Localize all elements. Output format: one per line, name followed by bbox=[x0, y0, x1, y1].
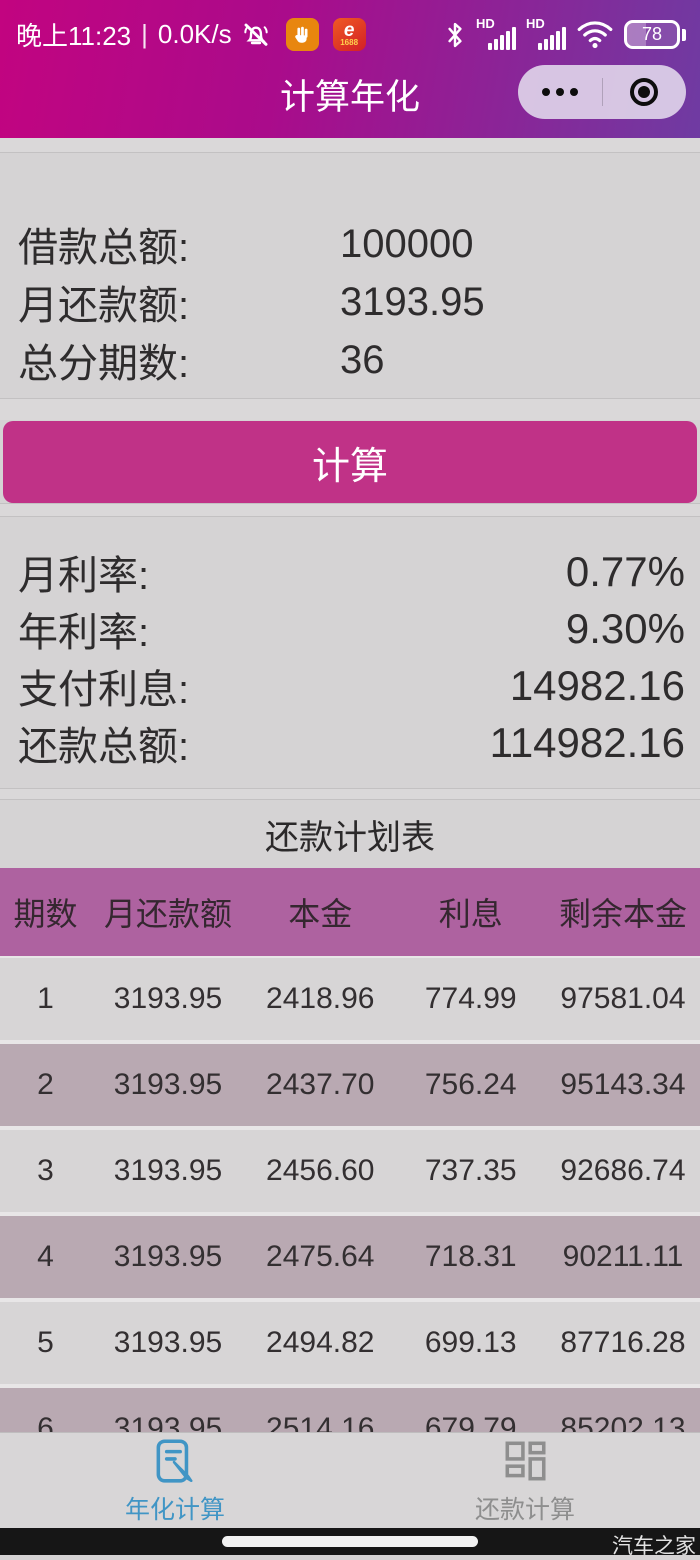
miniprogram-capsule bbox=[518, 65, 686, 119]
hand-app-icon bbox=[285, 18, 319, 51]
section-gap bbox=[0, 788, 700, 800]
home-indicator[interactable] bbox=[222, 1536, 478, 1547]
calculate-button[interactable]: 计算 bbox=[3, 421, 697, 503]
monthly-rate-label: 月利率: bbox=[18, 553, 150, 598]
interest-paid-value: 14982.16 bbox=[509, 661, 685, 709]
annual-rate-label: 年利率: bbox=[18, 610, 150, 655]
monthly-payment-input[interactable]: 3193.95 bbox=[340, 279, 485, 324]
col-monthly-payment: 月还款额 bbox=[103, 896, 232, 932]
tab-label: 还款计算 bbox=[474, 1495, 575, 1524]
table-row: 2 3193.95 2437.70 756.24 95143.34 bbox=[0, 1044, 700, 1126]
annual-rate-value: 9.30% bbox=[565, 604, 685, 652]
section-gap bbox=[0, 398, 700, 420]
battery-icon: 78 bbox=[624, 20, 686, 49]
status-separator: | bbox=[141, 19, 148, 49]
status-bar: 晚上11:23 | 0.0K/s e 1688 bbox=[0, 0, 700, 53]
repayment-table-body[interactable]: 1 3193.95 2418.96 774.99 97581.04 2 3193.95 24… bbox=[0, 956, 700, 1432]
col-period: 期数 bbox=[13, 896, 78, 932]
clock-label: 晚上11:23 bbox=[16, 21, 132, 51]
results-section: 月利率: 0.77% 年利率: 9.30% 支付利息: 14982.16 还款总… bbox=[0, 517, 700, 788]
loan-total-input[interactable]: 100000 bbox=[340, 221, 474, 266]
col-remaining-principal: 剩余本金 bbox=[558, 896, 687, 932]
tab-repayment-calc[interactable]: 还款计算 bbox=[350, 1433, 700, 1528]
target-icon bbox=[630, 78, 659, 106]
table-row: 5 3193.95 2494.82 699.13 87716.28 bbox=[0, 1302, 700, 1384]
network-speed-label: 0.0K/s bbox=[157, 19, 232, 49]
monthly-payment-row: 月还款额: 3193.95 bbox=[18, 273, 684, 331]
more-icon bbox=[541, 88, 578, 96]
monthly-payment-label: 月还款额: bbox=[18, 284, 190, 328]
mute-bell-icon bbox=[240, 19, 272, 51]
repay-total-value: 114982.16 bbox=[489, 718, 685, 766]
repay-total-label: 还款总额: bbox=[18, 724, 190, 769]
1688-app-icon: e 1688 bbox=[332, 18, 366, 51]
close-minimize-button[interactable] bbox=[603, 78, 687, 106]
loan-input-section: 借款总额: 100000 月还款额: 3193.95 总分期数: 36 bbox=[0, 153, 700, 398]
bottom-tab-bar: 年化计算 还款计算 bbox=[0, 1432, 700, 1528]
signal-strength-icon-1: HD bbox=[476, 16, 516, 52]
loan-total-row: 借款总额: 100000 bbox=[18, 215, 684, 273]
tab-label: 年化计算 bbox=[124, 1495, 225, 1524]
watermark: 汽车之家 bbox=[612, 1535, 696, 1558]
installments-label: 总分期数: bbox=[18, 342, 190, 386]
page-title: 计算年化 bbox=[279, 78, 420, 117]
bluetooth-icon bbox=[444, 20, 466, 50]
col-principal: 本金 bbox=[288, 896, 353, 932]
app-header: 晚上11:23 | 0.0K/s e 1688 bbox=[0, 0, 700, 138]
interest-paid-row: 支付利息: 14982.16 bbox=[18, 657, 685, 714]
repayment-plan-title: 还款计划表 bbox=[265, 818, 435, 857]
table-row: 1 3193.95 2418.96 774.99 97581.04 bbox=[0, 958, 700, 1040]
system-nav-bar: 汽车之家 bbox=[0, 1528, 700, 1558]
monthly-rate-row: 月利率: 0.77% bbox=[18, 543, 685, 600]
more-button[interactable] bbox=[518, 88, 602, 96]
dashboard-grid-icon bbox=[500, 1436, 550, 1486]
table-header-row: 期数 月还款额 本金 利息 剩余本金 bbox=[0, 868, 700, 956]
monthly-rate-value: 0.77% bbox=[565, 547, 685, 595]
section-gap bbox=[0, 503, 700, 517]
table-row: 4 3193.95 2475.64 718.31 90211.11 bbox=[0, 1216, 700, 1298]
installments-row: 总分期数: 36 bbox=[18, 331, 684, 389]
nav-bar: 计算年化 bbox=[0, 53, 700, 136]
wifi-icon bbox=[576, 20, 614, 50]
battery-percent: 78 bbox=[641, 24, 663, 44]
signal-strength-icon-2: HD bbox=[526, 16, 566, 52]
annual-rate-row: 年利率: 9.30% bbox=[18, 600, 685, 657]
repay-total-row: 还款总额: 114982.16 bbox=[18, 714, 685, 771]
loan-total-label: 借款总额: bbox=[18, 226, 190, 270]
table-row: 3 3193.95 2456.60 737.35 92686.74 bbox=[0, 1130, 700, 1212]
col-interest: 利息 bbox=[438, 896, 503, 932]
tab-annualized-calc[interactable]: 年化计算 bbox=[0, 1433, 350, 1528]
note-pencil-icon bbox=[150, 1436, 200, 1486]
interest-paid-label: 支付利息: bbox=[18, 667, 190, 712]
section-gap bbox=[0, 138, 700, 153]
table-row: 6 3193.95 2514.16 679.79 85202.13 bbox=[0, 1388, 700, 1432]
installments-input[interactable]: 36 bbox=[340, 337, 385, 382]
capsule-divider bbox=[601, 78, 603, 106]
